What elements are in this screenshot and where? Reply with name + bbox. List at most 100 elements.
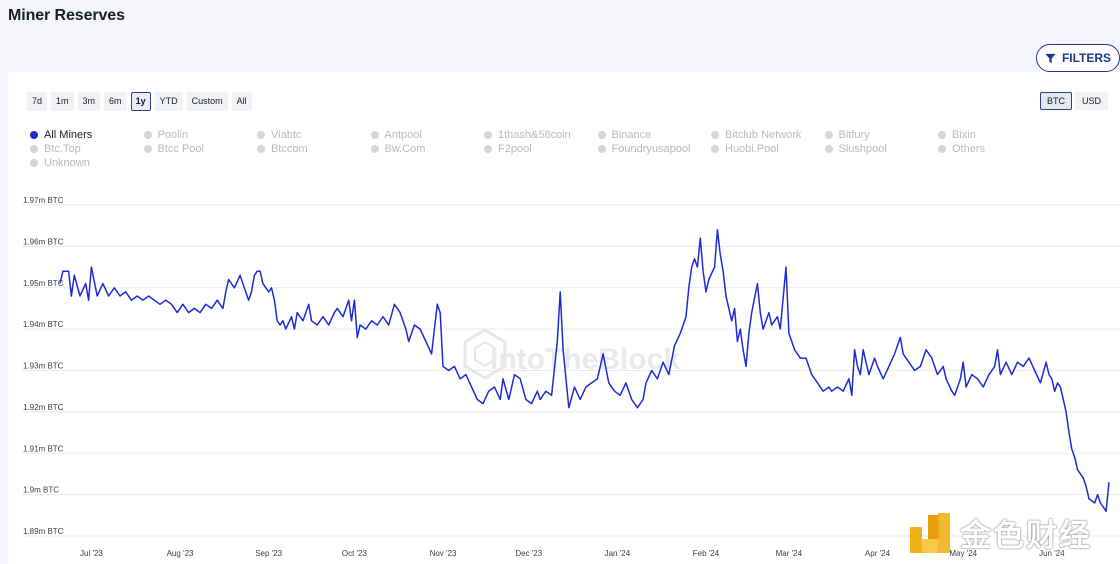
legend-item[interactable]: Antpool — [370, 128, 485, 141]
y-tick-label: 1.9m BTC — [23, 486, 59, 495]
legend-label: Btccom — [271, 142, 308, 155]
range-option-all[interactable]: All — [231, 92, 252, 111]
legend-label: Huobi.Pool — [725, 142, 779, 155]
legend-label: Antpool — [384, 128, 422, 141]
legend-label: Bitfury — [838, 128, 870, 141]
legend-item[interactable]: Unknown — [30, 156, 144, 169]
y-tick-label: 1.89m BTC — [23, 527, 64, 536]
intotheblock-logo-icon — [463, 328, 507, 380]
jinse-logo-icon — [910, 512, 950, 553]
legend-label: Unknown — [44, 156, 90, 169]
legend-item[interactable]: All Miners — [30, 128, 144, 141]
legend-item[interactable]: Foundryusapool — [597, 142, 712, 155]
filters-button[interactable]: FILTERS — [1036, 44, 1120, 72]
range-option-1m[interactable]: 1m — [51, 92, 74, 111]
watermark: IntoTheBlock — [463, 328, 680, 380]
legend-item[interactable]: Poolin — [143, 128, 258, 141]
legend-label: Others — [952, 142, 986, 155]
range-option-3m[interactable]: 3m — [77, 92, 101, 111]
unit-selector: BTC USD — [1039, 92, 1108, 110]
legend-dot-icon — [597, 130, 606, 139]
page-title: Miner Reserves — [8, 7, 125, 24]
legend-item[interactable]: Btc.Top — [30, 142, 144, 155]
x-tick-label: Aug '23 — [167, 549, 194, 558]
y-tick-label: 1.95m BTC — [23, 279, 64, 288]
legend-label: All Miners — [44, 128, 93, 141]
y-tick-label: 1.91m BTC — [23, 444, 64, 453]
legend-dot-icon — [484, 130, 492, 139]
series-line-all-miners[interactable] — [59, 229, 1110, 512]
legend-dot-icon — [257, 130, 265, 139]
x-tick-label: Oct '23 — [342, 549, 368, 558]
range-option-custom[interactable]: Custom — [186, 92, 228, 111]
legend-label: 1thash&58coin — [498, 128, 571, 141]
unit-option-usd[interactable]: USD — [1074, 92, 1108, 110]
range-option-6m[interactable]: 6m — [104, 92, 127, 111]
legend-dot-icon — [30, 130, 38, 139]
legend-dot-icon — [484, 144, 492, 153]
legend-dot-icon — [711, 144, 719, 153]
legend-dot-icon — [711, 130, 719, 139]
series-layer — [59, 229, 1110, 512]
time-range-selector: 7d 1m 3m 6m 1y YTD Custom All — [27, 92, 252, 111]
legend-dot-icon — [824, 130, 833, 139]
legend-dot-icon — [257, 144, 265, 153]
legend-item[interactable]: Bw.Com — [370, 142, 485, 155]
legend-dot-icon — [30, 158, 38, 167]
y-tick-label: 1.93m BTC — [23, 362, 64, 371]
legend-label: Bitclub Network — [725, 128, 802, 141]
x-tick-label: Jan '24 — [605, 549, 631, 558]
legend-item[interactable]: Bixin — [938, 128, 1052, 141]
y-tick-label: 1.97m BTC — [23, 196, 64, 205]
legend-item[interactable]: Binance — [597, 128, 712, 141]
legend-label: Bixin — [952, 128, 976, 141]
brand-text: 金色财经 — [960, 518, 1092, 554]
filters-label: FILTERS — [1061, 51, 1112, 65]
legend-item[interactable]: Btcc Pool — [143, 142, 258, 155]
legend-item[interactable]: Huobi.Pool — [711, 142, 825, 155]
legend-label: Viabtc — [271, 128, 302, 141]
line-chart: IntoTheBlock 1.89m BTC 1.9m BTC 1.91m BTC 1… — [22, 196, 1120, 558]
x-tick-label: Mar '24 — [776, 549, 803, 558]
grid-lines — [22, 204, 1120, 537]
legend-item[interactable]: F2pool — [484, 142, 598, 155]
y-tick-label: 1.96m BTC — [23, 237, 64, 246]
legend-dot-icon — [143, 144, 152, 153]
legend-label: Slushpool — [838, 142, 887, 155]
range-option-1y[interactable]: 1y — [130, 92, 151, 111]
y-tick-label: 1.94m BTC — [23, 320, 64, 329]
legend-dot-icon — [938, 144, 946, 153]
legend-dot-icon — [824, 144, 833, 153]
unit-option-btc[interactable]: BTC — [1039, 92, 1072, 110]
legend-label: Btc.Top — [44, 142, 81, 155]
legend-label: Foundryusapool — [611, 142, 691, 155]
x-tick-label: Nov '23 — [430, 549, 457, 558]
legend-label: Binance — [611, 128, 652, 141]
x-axis-labels: Jul '23 Aug '23 Sep '23 Oct '23 Nov '23 Dec '… — [80, 549, 1065, 558]
x-tick-label: Feb '24 — [693, 549, 720, 558]
range-option-ytd[interactable]: YTD — [154, 92, 183, 111]
x-tick-label: Apr '24 — [865, 549, 891, 558]
x-tick-label: May '24 — [949, 549, 977, 558]
legend-label: F2pool — [498, 142, 532, 155]
x-tick-label: Jun '24 — [1039, 549, 1065, 558]
legend-item[interactable]: Bitclub Network — [711, 128, 825, 141]
filter-icon — [1045, 53, 1056, 63]
y-axis-labels: 1.89m BTC 1.9m BTC 1.91m BTC 1.92m BTC 1.93m… — [23, 196, 64, 536]
legend-item[interactable]: Slushpool — [824, 142, 939, 155]
watermark-text: IntoTheBlock — [490, 343, 680, 376]
legend-dot-icon — [370, 144, 379, 153]
legend-item[interactable]: Btccom — [257, 142, 371, 155]
legend-dot-icon — [597, 144, 606, 153]
legend-dot-icon — [370, 130, 379, 139]
legend-label: Btcc Pool — [157, 142, 204, 155]
legend-dot-icon — [143, 130, 152, 139]
legend-item[interactable]: Bitfury — [824, 128, 939, 141]
legend-item[interactable]: Viabtc — [257, 128, 371, 141]
x-tick-label: Sep '23 — [255, 549, 282, 558]
legend-dot-icon — [938, 130, 946, 139]
legend-item[interactable]: 1thash&58coin — [484, 128, 598, 141]
range-option-7d[interactable]: 7d — [27, 92, 48, 111]
chart-card: 7d 1m 3m 6m 1y YTD Custom All BTC USD All Miners… — [8, 72, 1120, 564]
legend-item[interactable]: Others — [938, 142, 1052, 155]
